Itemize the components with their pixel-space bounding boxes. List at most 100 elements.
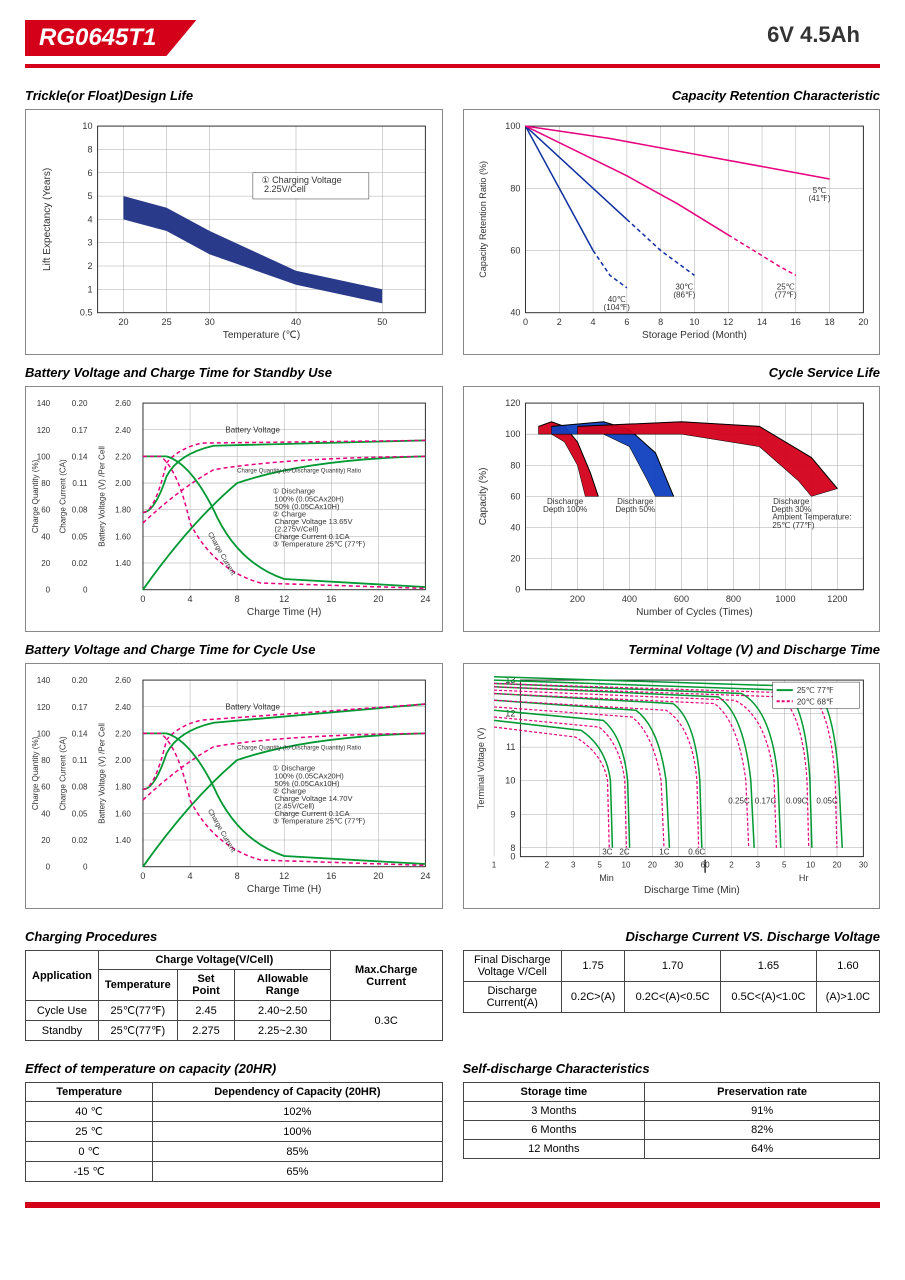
svg-text:20: 20	[373, 871, 383, 881]
svg-text:20: 20	[373, 594, 383, 604]
svg-text:2C: 2C	[619, 848, 629, 857]
svg-text:60: 60	[510, 491, 520, 501]
svg-text:Charge Quantity (to-Discharge: Charge Quantity (to-Discharge Quantity) …	[237, 468, 362, 474]
svg-text:Capacity Retention Ratio (%): Capacity Retention Ratio (%)	[478, 161, 488, 278]
svg-text:Terminal Voltage (V): Terminal Voltage (V)	[476, 728, 486, 810]
svg-text:3: 3	[87, 238, 92, 248]
svg-text:30: 30	[858, 861, 867, 870]
table-selfdis: Self-discharge Characteristics Storage t…	[463, 1051, 881, 1182]
svg-text:Charge Quantity (to-Discharge: Charge Quantity (to-Discharge Quantity) …	[237, 745, 362, 751]
svg-text:2: 2	[729, 861, 734, 870]
svg-text:20: 20	[41, 836, 50, 845]
svg-text:120: 120	[505, 398, 520, 408]
svg-text:60: 60	[41, 506, 50, 515]
svg-text:Battery Voltage (V) /Per Cell: Battery Voltage (V) /Per Cell	[98, 723, 107, 824]
svg-text:Charge Quantity (%): Charge Quantity (%)	[32, 736, 40, 810]
svg-text:8: 8	[658, 317, 663, 327]
svg-text:DischargeDepth 100%: DischargeDepth 100%	[542, 497, 586, 514]
svg-text:30℃(86℉): 30℃(86℉)	[673, 282, 695, 299]
svg-text:16: 16	[790, 317, 800, 327]
svg-text:4: 4	[590, 317, 595, 327]
svg-text:40: 40	[41, 809, 50, 818]
svg-text:Charge Quantity (%): Charge Quantity (%)	[32, 459, 40, 533]
svg-text:2.20: 2.20	[115, 452, 131, 461]
svg-text:0: 0	[522, 317, 527, 327]
svg-text:18: 18	[824, 317, 834, 327]
svg-text:2: 2	[556, 317, 561, 327]
svg-text:20℃ 68℉: 20℃ 68℉	[796, 697, 833, 706]
svg-text:0.5: 0.5	[80, 308, 93, 318]
svg-text:0.05C: 0.05C	[816, 797, 838, 806]
svg-text:8: 8	[235, 594, 240, 604]
svg-text:0.08: 0.08	[72, 506, 88, 515]
svg-text:80: 80	[41, 479, 50, 488]
svg-text:Storage Period (Month): Storage Period (Month)	[642, 330, 747, 341]
svg-text:24: 24	[420, 871, 430, 881]
svg-text:Lift Expectancy (Years): Lift Expectancy (Years)	[42, 168, 53, 271]
svg-text:12: 12	[279, 871, 289, 881]
svg-text:80: 80	[510, 183, 520, 193]
svg-text:25℃(77℉): 25℃(77℉)	[774, 282, 796, 299]
svg-text:0.14: 0.14	[72, 452, 88, 461]
svg-text:5: 5	[597, 861, 602, 870]
svg-text:800: 800	[725, 594, 740, 604]
svg-text:0.6C: 0.6C	[688, 848, 705, 857]
svg-text:12: 12	[723, 317, 733, 327]
title-table-selfdis: Self-discharge Characteristics	[463, 1061, 881, 1076]
svg-text:0.08: 0.08	[72, 783, 88, 792]
svg-text:0.02: 0.02	[72, 559, 88, 568]
svg-text:140: 140	[37, 676, 51, 685]
chart-retention: Capacity Retention Characteristic 024681…	[463, 88, 881, 355]
svg-text:5: 5	[782, 861, 787, 870]
svg-text:3: 3	[570, 861, 575, 870]
svg-text:80: 80	[41, 756, 50, 765]
svg-text:60: 60	[41, 783, 50, 792]
table-charging: Charging Procedures ApplicationCharge Vo…	[25, 919, 443, 1041]
svg-text:0.02: 0.02	[72, 836, 88, 845]
svg-text:2.40: 2.40	[115, 426, 131, 435]
svg-text:20: 20	[510, 554, 520, 564]
svg-text:4: 4	[87, 214, 92, 224]
svg-text:Charge Current: Charge Current	[206, 808, 236, 854]
svg-text:50: 50	[377, 317, 387, 327]
svg-text:0: 0	[140, 871, 145, 881]
svg-text:Capacity (%): Capacity (%)	[478, 468, 489, 526]
svg-text:10: 10	[505, 776, 515, 786]
svg-text:0.20: 0.20	[72, 676, 88, 685]
title-terminal: Terminal Voltage (V) and Discharge Time	[463, 642, 881, 657]
svg-text:40: 40	[291, 317, 301, 327]
svg-text:20: 20	[41, 559, 50, 568]
svg-text:1.40: 1.40	[115, 836, 131, 845]
svg-text:0.11: 0.11	[72, 479, 88, 488]
svg-text:20: 20	[647, 861, 656, 870]
svg-text:0.17C: 0.17C	[754, 797, 776, 806]
svg-text:Min: Min	[599, 873, 614, 883]
chart-standby: Battery Voltage and Charge Time for Stan…	[25, 365, 443, 632]
title-retention: Capacity Retention Characteristic	[463, 88, 881, 103]
svg-text:10: 10	[806, 861, 815, 870]
svg-text:40℃(104℉): 40℃(104℉)	[603, 295, 630, 312]
chart-trickle: Trickle(or Float)Design Life 0.512345681…	[25, 88, 443, 355]
svg-text:1200: 1200	[827, 594, 847, 604]
svg-text:1.80: 1.80	[115, 783, 131, 792]
svg-text:0: 0	[510, 852, 515, 862]
svg-text:5: 5	[87, 191, 92, 201]
svg-text:30: 30	[205, 317, 215, 327]
chart-cyclelife: Cycle Service Life 200400600800100012000…	[463, 365, 881, 632]
table-tempcap: Effect of temperature on capacity (20HR)…	[25, 1051, 443, 1182]
svg-text:① Discharge 100% (0.05CAx2: ① Discharge 100% (0.05CAx20H) 50% (0.05C…	[272, 487, 365, 549]
svg-text:0.11: 0.11	[72, 756, 88, 765]
svg-text:20: 20	[858, 317, 868, 327]
svg-text:1: 1	[491, 861, 496, 870]
svg-text:DischargeDepth 30%: DischargeDepth 30%	[771, 497, 811, 514]
svg-text:100: 100	[505, 429, 520, 439]
svg-text:0: 0	[46, 863, 51, 872]
svg-text:120: 120	[37, 426, 51, 435]
svg-text:0: 0	[515, 585, 520, 595]
svg-text:Charge Current: Charge Current	[206, 531, 236, 577]
svg-text:2.00: 2.00	[115, 479, 131, 488]
model-tab: RG0645T1	[25, 20, 196, 56]
svg-text:2.20: 2.20	[115, 729, 131, 738]
svg-text:0.20: 0.20	[72, 399, 88, 408]
title-table-charging: Charging Procedures	[25, 929, 443, 944]
